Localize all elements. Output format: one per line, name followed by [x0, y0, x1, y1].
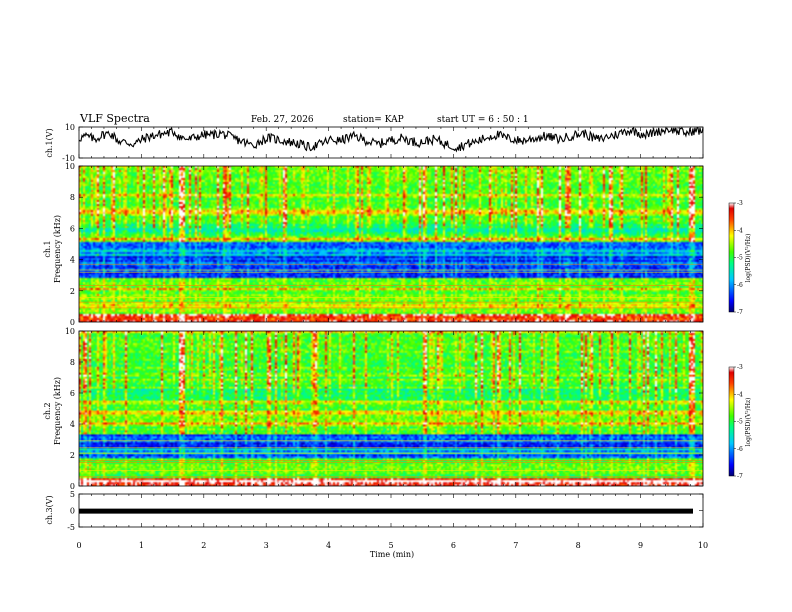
ch1-spec-ytick-label: 0	[70, 318, 75, 327]
ch1-spec-ytick-label: 2	[70, 287, 75, 296]
ch2-colorbar: log(PSD)(V²/Hz) -3 -4 -5 -6 -7	[728, 364, 752, 480]
ch2-spectrogram-panel: 0 2 4 6 8 10	[65, 327, 704, 491]
start-time-label: start UT = 6 : 50 : 1	[437, 115, 529, 125]
ch3-waveform-panel: 5 0 -5	[67, 490, 704, 532]
colorbar-tick-label: -4	[737, 227, 743, 234]
ch2-spec-ytick-label: 2	[70, 451, 75, 460]
x-tick-label: 0	[76, 541, 81, 550]
ch1-colorbar: log(PSD)(V²/Hz) -3 -4 -5 -6 -7	[728, 200, 752, 316]
ch1-spec-ylabel: ch.1	[43, 240, 52, 257]
ch1-spec-ytick-label: 8	[70, 193, 75, 202]
colorbar-tick-label: -4	[737, 391, 743, 398]
x-tick-label: 5	[388, 541, 393, 550]
colorbar-tick-label: -3	[737, 364, 743, 371]
ch3-ytick-label: 5	[70, 490, 75, 499]
colorbar-tick-label: -6	[737, 446, 743, 453]
time-axis: 0 1 2 3 4 5 6 7 8 9 10	[76, 541, 708, 550]
ch1-spec-ytick-label: 6	[70, 224, 75, 233]
ch1-spec-ytick-label: 4	[70, 256, 75, 265]
x-tick-label: 1	[139, 541, 144, 550]
x-tick-label: 9	[638, 541, 643, 550]
ch1-spec-ytick-label: 10	[65, 162, 75, 171]
colorbar-tick-label: -3	[737, 200, 743, 207]
ch3-ytick-label: 0	[70, 507, 75, 516]
ch1-colorbar-label: log(PSD)(V²/Hz)	[745, 234, 752, 283]
ch1-spec-ylabel2: Frequency (kHz)	[53, 215, 62, 283]
x-axis-label: Time (min)	[370, 550, 414, 559]
date-label: Feb. 27, 2026	[251, 115, 314, 125]
ch2-spec-ytick-label: 0	[70, 482, 75, 491]
ch2-spec-ytick-label: 8	[70, 358, 75, 367]
ch2-spec-ylabel2: Frequency (kHz)	[53, 377, 62, 445]
ch2-spec-ylabel: ch.2	[43, 402, 52, 419]
colorbar-tick-label: -5	[737, 255, 743, 262]
ch2-spec-spectrogram-image	[79, 331, 703, 486]
ch3-ytick-label: -5	[67, 523, 75, 532]
figure-title: VLF Spectra	[79, 112, 150, 125]
x-tick-label: 3	[264, 541, 269, 550]
ch2-spec-ytick-label: 4	[70, 420, 75, 429]
x-tick-label: 6	[451, 541, 456, 550]
x-tick-label: 7	[513, 541, 518, 550]
x-tick-label: 2	[201, 541, 206, 550]
ch1-waveform-panel: 10 -10	[62, 123, 704, 163]
station-label: station= KAP	[343, 115, 404, 125]
ch3-ylabel: ch.3(V)	[45, 495, 54, 524]
ch1-ylabel: ch.1(V)	[45, 128, 54, 157]
ch2-spec-ytick-label: 10	[65, 327, 75, 336]
ch1-ytick-label: 10	[65, 123, 75, 132]
ch1-trace	[78, 126, 704, 153]
colorbar-tick-label: -7	[737, 309, 743, 316]
colorbar-tick-label: -5	[737, 419, 743, 426]
colorbar-tick-label: -6	[737, 282, 743, 289]
ch1-ytick-label: -10	[62, 154, 75, 163]
ch1-spectrogram-panel: 0 2 4 6 8 10	[65, 162, 704, 327]
x-tick-label: 10	[698, 541, 708, 550]
ch2-spec-ytick-label: 6	[70, 389, 75, 398]
ch1-spec-spectrogram-image	[79, 166, 703, 322]
colorbar-tick-label: -7	[737, 473, 743, 480]
x-tick-label: 8	[576, 541, 581, 550]
x-tick-label: 4	[326, 541, 331, 550]
ch2-colorbar-label: log(PSD)(V²/Hz)	[745, 398, 752, 447]
